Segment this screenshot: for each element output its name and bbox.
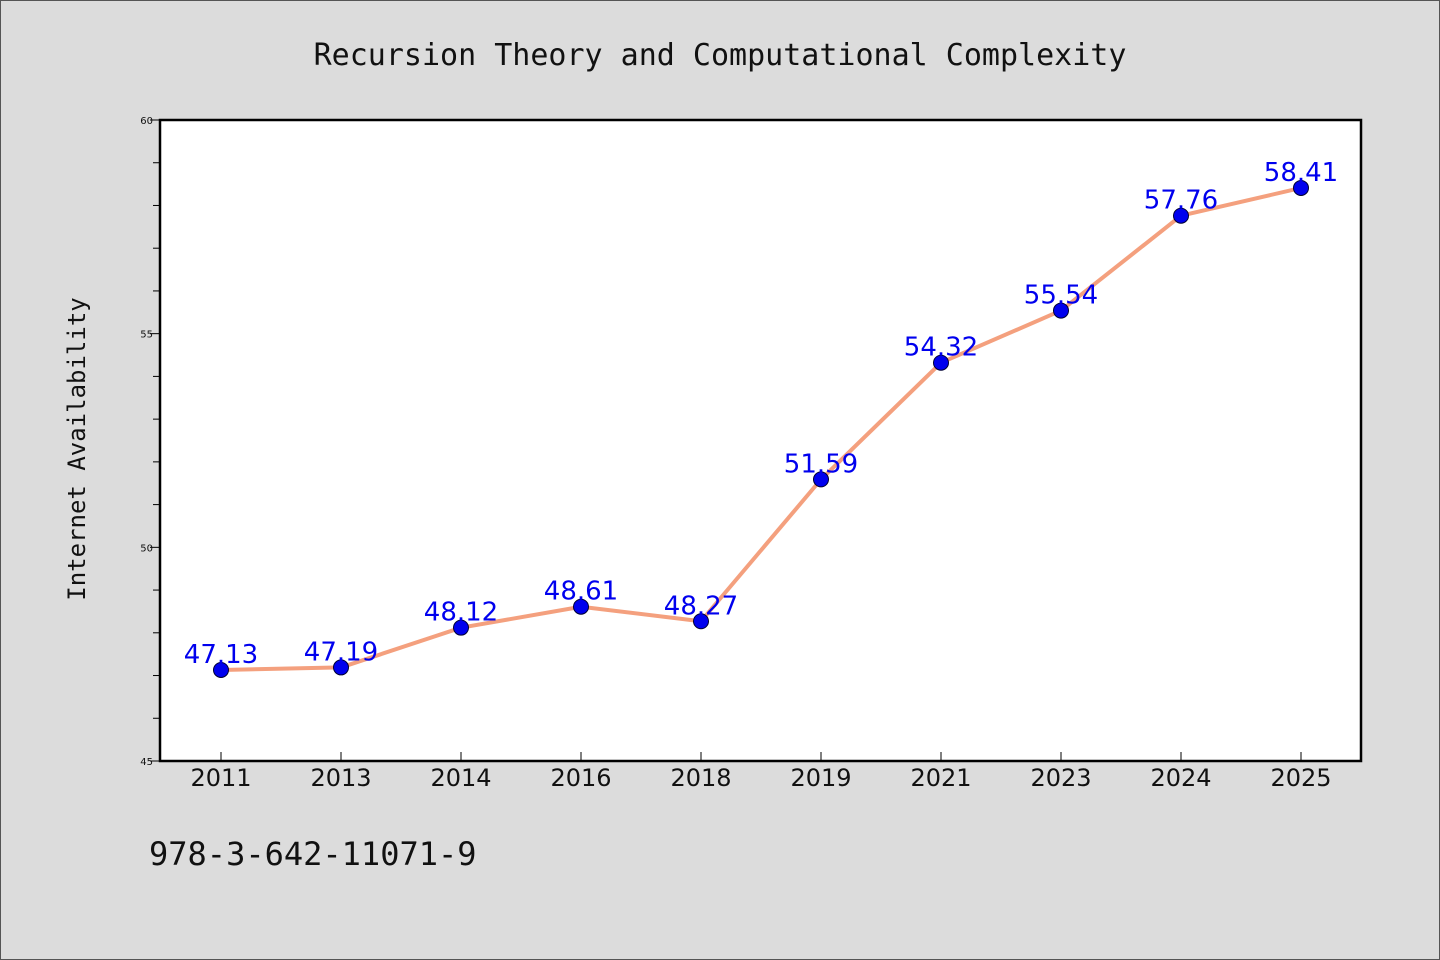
data-labels: 47.13 47.19 48.12 48.61 48.27 51.59 54.32 55.54… <box>184 158 1338 670</box>
data-label: 51.59 <box>784 449 858 479</box>
data-point <box>333 659 349 676</box>
data-label: 47.19 <box>304 637 378 667</box>
data-markers <box>213 179 1309 678</box>
data-point <box>1173 207 1189 224</box>
data-label: 47.13 <box>184 640 258 670</box>
y-axis-label: Internet Availability <box>63 297 91 600</box>
y-tick-label: 60 <box>140 116 153 127</box>
data-label: 48.12 <box>424 598 498 628</box>
x-tick-label: 2021 <box>910 764 971 792</box>
x-tick-label: 2025 <box>1270 764 1331 792</box>
data-point <box>213 661 229 678</box>
data-label: 48.61 <box>544 577 618 607</box>
y-axis-ticks: 45 50 55 60 <box>140 116 160 768</box>
data-label: 54.32 <box>904 333 978 363</box>
x-tick-label: 2013 <box>310 764 371 792</box>
y-tick-label: 45 <box>140 757 153 768</box>
data-point <box>693 613 709 630</box>
data-label: 55.54 <box>1024 281 1098 311</box>
x-tick-label: 2023 <box>1030 764 1091 792</box>
data-label: 58.41 <box>1264 158 1338 188</box>
x-axis-ticks: 2011 2013 2014 2016 2018 2019 2021 2023 2024 2025 <box>190 752 1332 792</box>
data-point <box>573 598 589 615</box>
data-point <box>813 471 829 488</box>
data-label: 48.27 <box>664 591 738 621</box>
data-point <box>933 354 949 371</box>
data-point <box>1053 302 1069 319</box>
y-tick-label: 50 <box>140 543 153 554</box>
x-tick-label: 2014 <box>430 764 491 792</box>
data-point <box>453 619 469 636</box>
series-line <box>220 185 1302 672</box>
x-tick-label: 2018 <box>670 764 731 792</box>
isbn-text: 978-3-642-11071-9 <box>149 835 477 873</box>
data-point <box>1293 179 1309 196</box>
plot-area <box>158 118 1363 763</box>
y-tick-label: 55 <box>140 330 153 341</box>
x-tick-label: 2024 <box>1150 764 1211 792</box>
x-tick-label: 2019 <box>790 764 851 792</box>
chart-title: Recursion Theory and Computational Compl… <box>314 38 1127 73</box>
x-tick-label: 2016 <box>550 764 611 792</box>
x-tick-label: 2011 <box>190 764 251 792</box>
data-label: 57.76 <box>1144 186 1218 216</box>
